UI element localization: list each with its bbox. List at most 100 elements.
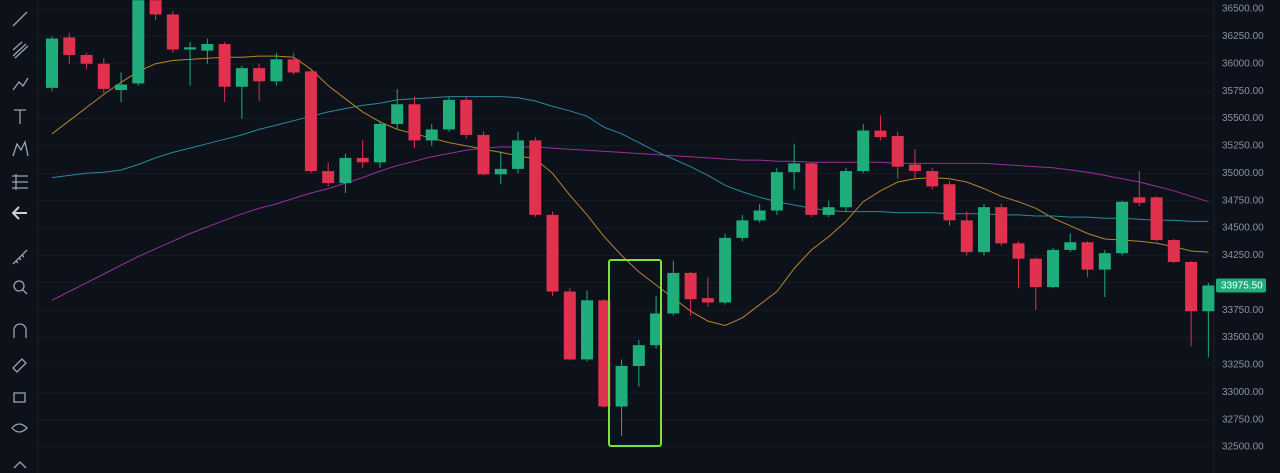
candle-body bbox=[63, 37, 76, 55]
candle-body bbox=[356, 157, 369, 163]
candle-body bbox=[684, 272, 697, 300]
y-tick-label: 33000.00 bbox=[1222, 387, 1264, 398]
candle-body bbox=[132, 0, 145, 84]
candle-body bbox=[615, 366, 628, 407]
candle-body bbox=[995, 207, 1008, 244]
candle-body bbox=[253, 68, 266, 82]
candle-body bbox=[1185, 261, 1198, 312]
candle-body bbox=[874, 130, 887, 138]
y-tick-label: 36250.00 bbox=[1222, 31, 1264, 42]
y-tick-label: 32750.00 bbox=[1222, 414, 1264, 425]
candle-body bbox=[1047, 249, 1060, 288]
y-tick-label: 34250.00 bbox=[1222, 250, 1264, 261]
zoom-handle bbox=[22, 289, 28, 295]
price-tag-label: 33975.50 bbox=[1221, 281, 1263, 292]
plot-area: 32500.00 32750.00 33000.00 33250.00 33500.00… bbox=[38, 0, 1264, 453]
trendline-tool[interactable] bbox=[12, 11, 28, 27]
candle-body bbox=[1012, 243, 1025, 259]
candle-body bbox=[304, 71, 317, 172]
candle-body bbox=[960, 220, 973, 253]
candle-body bbox=[425, 129, 438, 141]
candle-body bbox=[822, 207, 835, 215]
moving-average bbox=[51, 55, 1209, 327]
candle-body bbox=[46, 38, 59, 88]
candle-body bbox=[943, 184, 956, 221]
candle-body bbox=[408, 104, 421, 141]
price-tag bbox=[1216, 278, 1266, 293]
y-tick-label: 35500.00 bbox=[1222, 113, 1264, 124]
candle-body bbox=[736, 220, 749, 238]
candle-body bbox=[235, 68, 248, 87]
candle-body bbox=[184, 47, 197, 50]
candle-body bbox=[460, 99, 473, 135]
magnet-tool[interactable] bbox=[13, 323, 27, 338]
y-tick-label: 33250.00 bbox=[1222, 360, 1264, 371]
candle-body bbox=[650, 313, 663, 346]
more-tool[interactable] bbox=[13, 461, 27, 469]
candle-body bbox=[270, 59, 283, 82]
y-tick-label: 34750.00 bbox=[1222, 195, 1264, 206]
candle-body bbox=[598, 300, 611, 407]
candle-body bbox=[218, 44, 231, 87]
candle-body bbox=[1202, 285, 1215, 312]
y-tick-label: 32500.00 bbox=[1222, 442, 1264, 453]
toolbar bbox=[11, 11, 29, 469]
candle-body bbox=[494, 168, 507, 175]
highlight-box bbox=[608, 259, 662, 447]
candle-body bbox=[322, 171, 335, 184]
brush-tool[interactable] bbox=[12, 77, 29, 91]
ruler-tool[interactable] bbox=[12, 249, 28, 265]
candle-body bbox=[80, 54, 93, 64]
candle-body bbox=[978, 207, 991, 253]
candle-body bbox=[1167, 240, 1180, 262]
candle-body bbox=[581, 300, 594, 360]
candle-body bbox=[839, 171, 852, 208]
candle-body bbox=[788, 163, 801, 173]
candle-body bbox=[166, 14, 179, 50]
y-tick-label: 35250.00 bbox=[1222, 141, 1264, 152]
candle-body bbox=[857, 130, 870, 172]
candle-body bbox=[667, 272, 680, 314]
prediction-tool[interactable] bbox=[12, 174, 28, 190]
y-tick-label: 33500.00 bbox=[1222, 332, 1264, 343]
candle-body bbox=[632, 345, 645, 367]
candle-body bbox=[701, 298, 714, 303]
candle-body bbox=[339, 157, 352, 184]
candle-body bbox=[908, 164, 921, 172]
visibility-tool[interactable] bbox=[11, 423, 28, 433]
candle-body bbox=[770, 172, 783, 211]
candle-body bbox=[926, 171, 939, 187]
fib-tool[interactable] bbox=[12, 41, 29, 59]
lock-tool[interactable] bbox=[13, 392, 26, 403]
candle-body bbox=[1116, 201, 1129, 254]
y-tick-label: 35000.00 bbox=[1222, 168, 1264, 179]
zoom-tool[interactable] bbox=[13, 280, 25, 292]
candle-body bbox=[891, 136, 904, 167]
candle-body bbox=[805, 163, 818, 215]
y-tick-label: 36000.00 bbox=[1222, 58, 1264, 69]
candle-body bbox=[1133, 197, 1146, 203]
candle-body bbox=[391, 104, 404, 124]
candle-body bbox=[512, 140, 525, 169]
candle-body bbox=[563, 291, 576, 360]
y-tick-label: 35750.00 bbox=[1222, 86, 1264, 97]
y-tick-label: 34500.00 bbox=[1222, 223, 1264, 234]
candle-body bbox=[546, 214, 559, 292]
moving-average bbox=[51, 96, 1209, 222]
candle-body bbox=[442, 99, 455, 130]
candle-body bbox=[1098, 253, 1111, 270]
candle-body bbox=[1064, 242, 1077, 250]
candle-body bbox=[477, 134, 490, 175]
candle-body bbox=[529, 140, 542, 215]
text-tool[interactable] bbox=[14, 109, 26, 124]
lock-drawing-tool[interactable] bbox=[12, 358, 27, 373]
back-tool[interactable] bbox=[11, 206, 27, 220]
y-tick-label: 36500.00 bbox=[1222, 4, 1264, 15]
y-tick-label: 33750.00 bbox=[1222, 305, 1264, 316]
candle-body bbox=[753, 210, 766, 221]
candle-body bbox=[373, 123, 386, 163]
pattern-tool[interactable] bbox=[12, 140, 29, 157]
candle-body bbox=[115, 84, 128, 91]
